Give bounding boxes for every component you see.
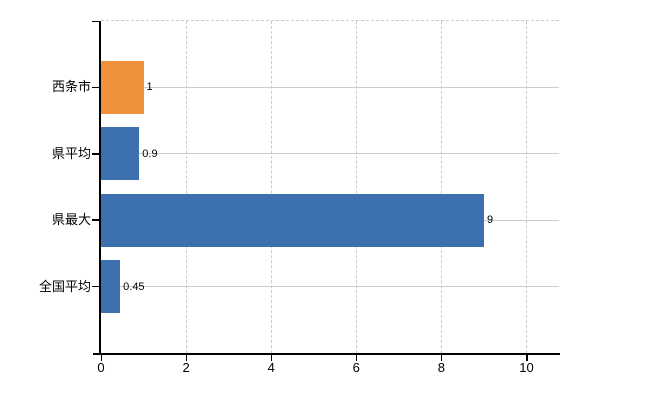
- category-label: 西条市: [51, 79, 91, 95]
- vertical-gridline: [526, 21, 527, 353]
- x-axis-line: [93, 353, 560, 355]
- x-axis-tick: [270, 355, 273, 361]
- bar: [101, 127, 140, 181]
- bar-value-label: 0.45: [123, 280, 145, 293]
- bar: [101, 193, 484, 247]
- bar-value-label: 1: [146, 81, 153, 94]
- y-axis-tick: [92, 219, 99, 221]
- x-axis-tick: [440, 355, 443, 361]
- vertical-gridline: [185, 21, 187, 353]
- bar: [101, 60, 144, 114]
- plot-top-border: [101, 20, 559, 21]
- horizontal-gridline: [101, 86, 559, 88]
- x-axis-tick: [100, 355, 102, 361]
- x-axis-tick: [526, 355, 528, 361]
- y-axis-line: [99, 21, 101, 355]
- x-tick-label: 0: [97, 360, 105, 375]
- y-axis-tick: [92, 86, 99, 89]
- vertical-gridline: [440, 21, 442, 353]
- x-axis-tick: [355, 355, 358, 361]
- x-tick-label: 4: [267, 360, 275, 375]
- bar-value-label: 0.9: [142, 147, 158, 160]
- vertical-gridline: [270, 21, 272, 353]
- bar: [101, 260, 121, 314]
- category-label: 全国平均: [38, 278, 91, 294]
- y-axis-tick: [92, 20, 99, 22]
- y-axis-tick: [92, 285, 99, 288]
- horizontal-gridline: [101, 153, 559, 155]
- bar-value-label: 9: [486, 214, 494, 227]
- x-tick-label: 2: [182, 360, 190, 375]
- x-axis-tick: [185, 355, 188, 361]
- category-label: 県平均: [51, 145, 91, 161]
- x-tick-label: 6: [352, 360, 360, 375]
- x-tick-label: 10: [519, 360, 534, 375]
- horizontal-gridline: [101, 286, 559, 288]
- x-tick-label: 8: [437, 360, 445, 375]
- y-axis-tick: [92, 153, 99, 155]
- category-label: 県最大: [51, 212, 91, 228]
- vertical-gridline: [355, 21, 357, 353]
